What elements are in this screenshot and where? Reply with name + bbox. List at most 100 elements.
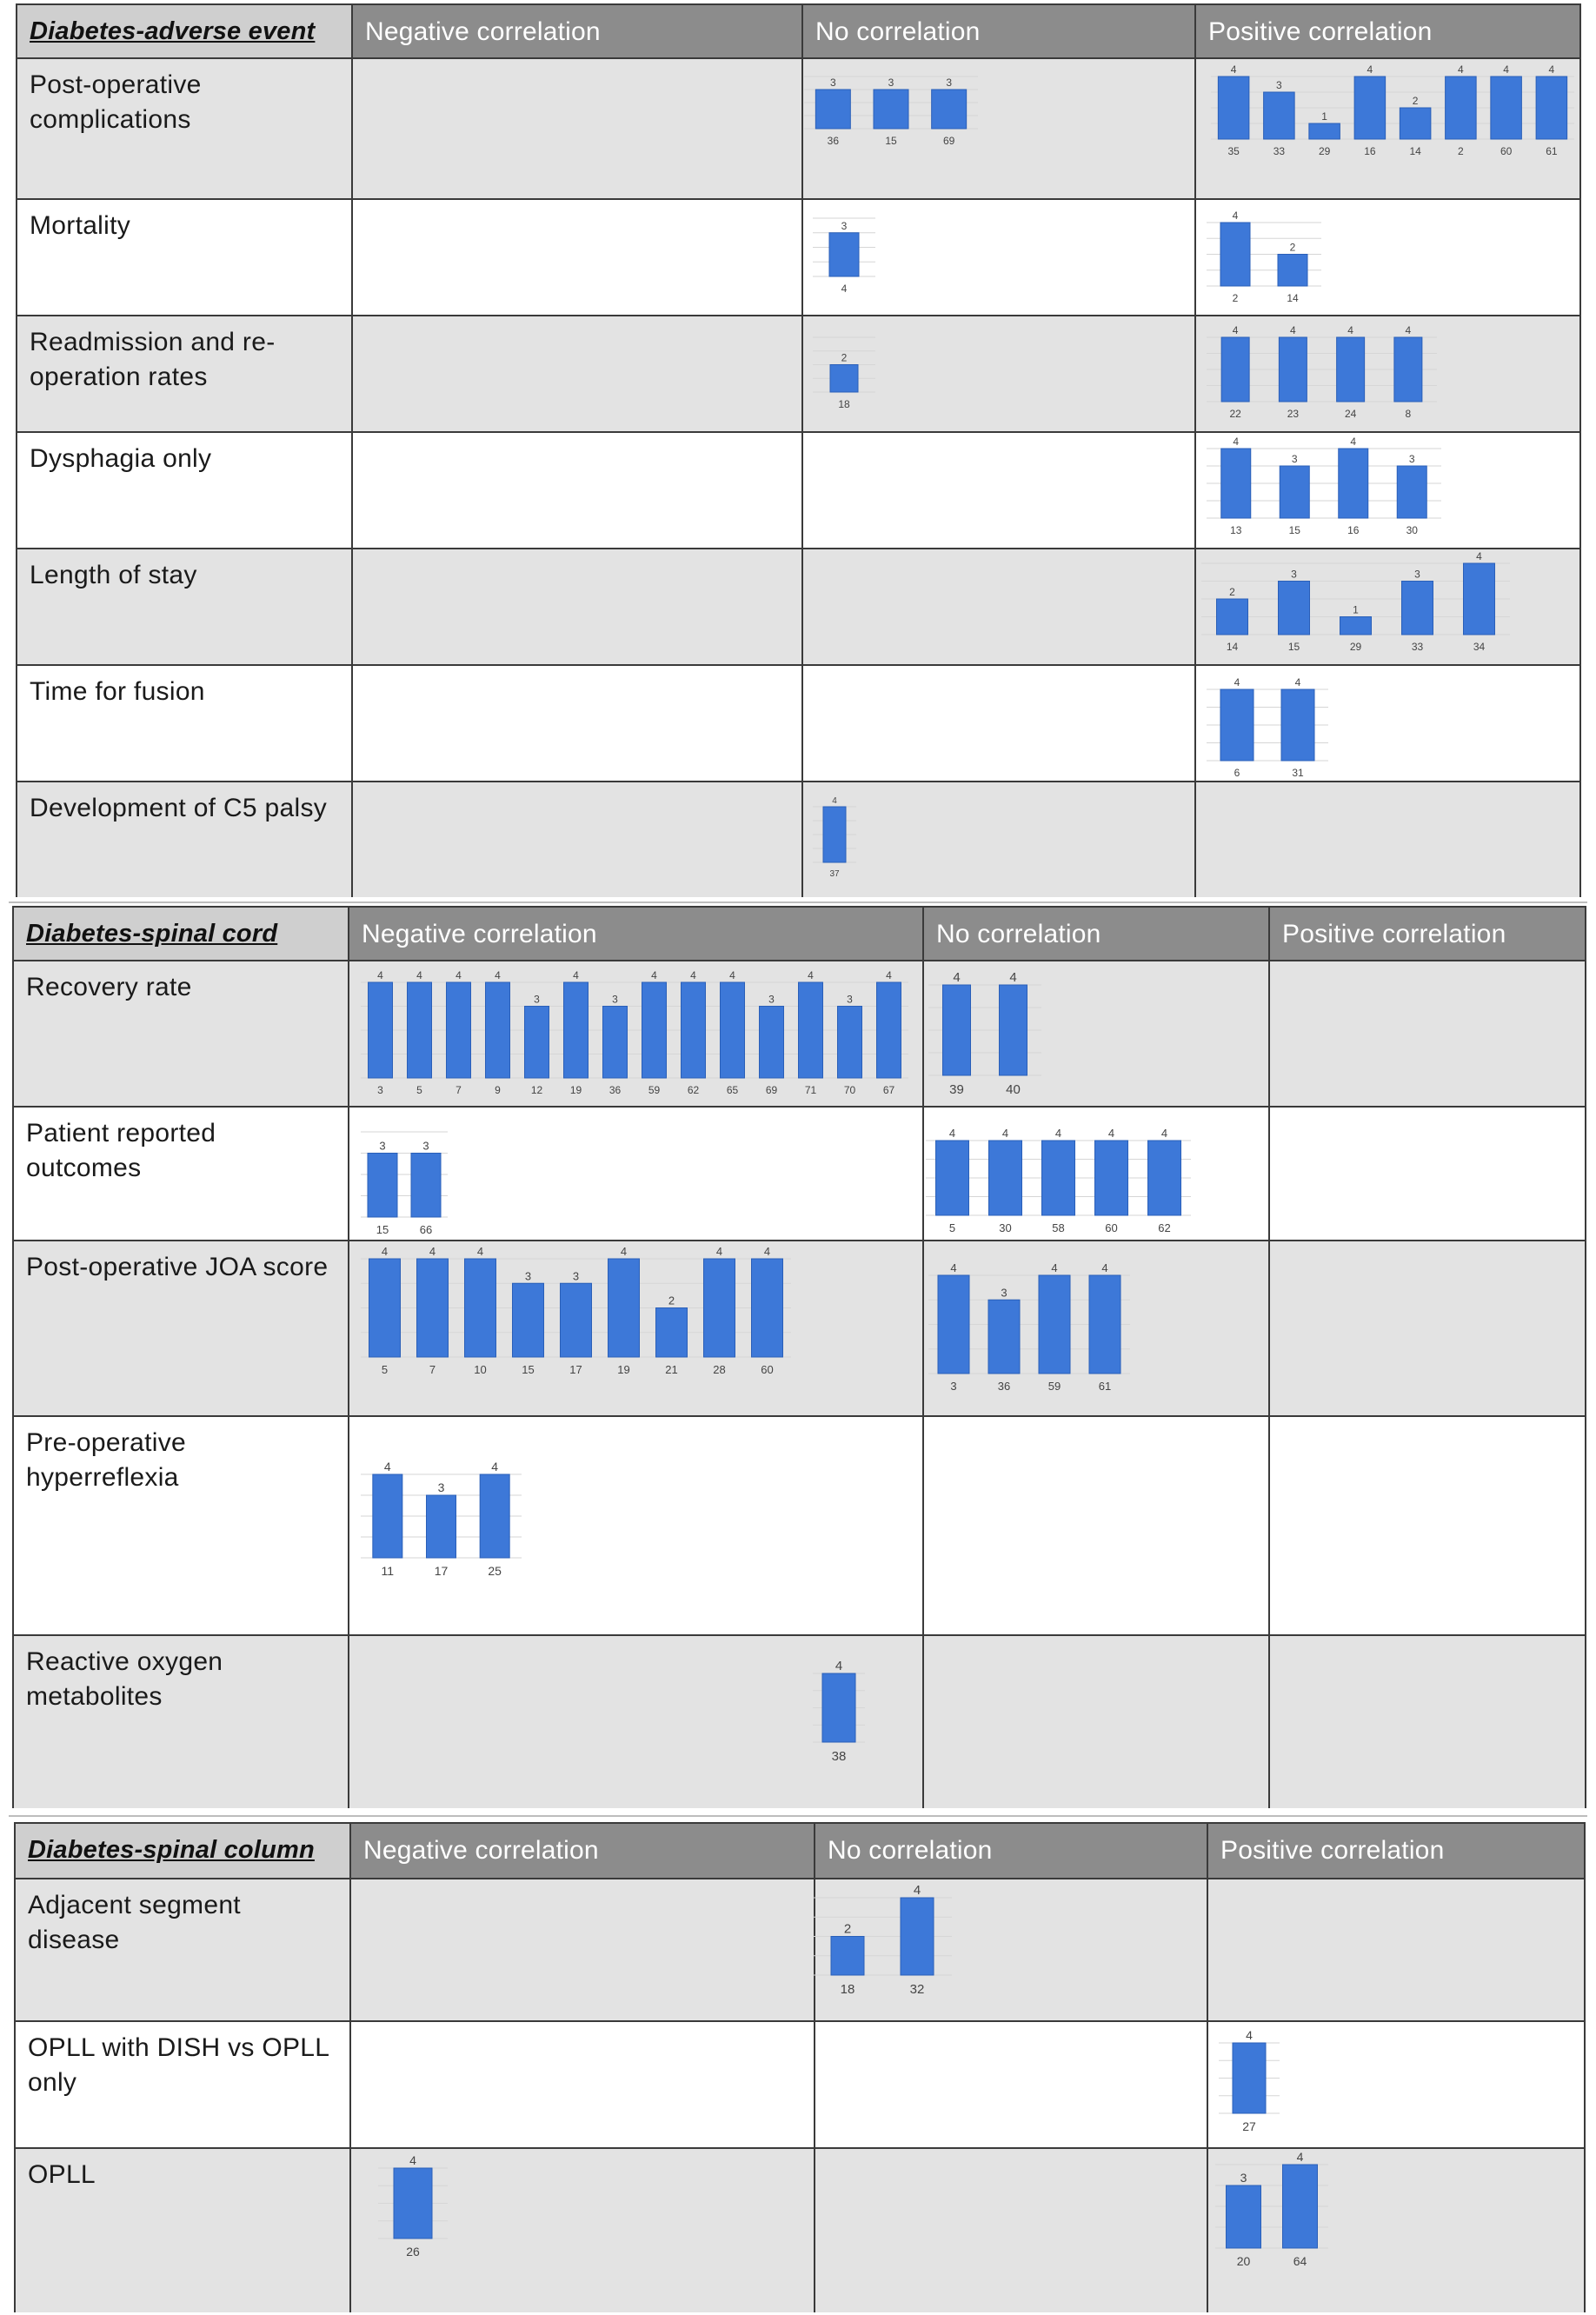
tick-label: 7 [429, 1363, 436, 1376]
chart-adjacent-segment-none: 2 18 4 32 [813, 1883, 952, 1997]
chart-recovery-rate-negative: 4 3 4 5 4 7 4 9 3 12 4 19 3 36 4 59 4 62 4 65 3 69 4 71 3 70 4 67 [361, 969, 908, 1096]
chart-c5-palsy-none: 4 37 [813, 796, 856, 879]
data-label: 4 [1231, 63, 1237, 76]
header-no-correlation: No correlation [922, 908, 1268, 960]
data-label: 4 [690, 969, 696, 981]
table-row: Pre-operative hyperreflexia [14, 1415, 1585, 1634]
data-label: 4 [1233, 210, 1239, 222]
data-label: 4 [409, 2153, 416, 2167]
bar [931, 89, 968, 130]
header-positive: Positive correlation [1268, 908, 1586, 960]
tick-label: 69 [943, 135, 955, 147]
data-label: 4 [382, 1245, 388, 1258]
tick-label: 59 [1048, 1380, 1061, 1393]
tick-label: 16 [1364, 145, 1376, 157]
data-label: 3 [1240, 2171, 1247, 2185]
bar [751, 1258, 783, 1358]
bar [815, 89, 851, 130]
data-label: 3 [438, 1480, 445, 1494]
tick-label: 62 [688, 1084, 700, 1096]
header-positive: Positive correlation [1194, 5, 1581, 57]
bar [1353, 76, 1387, 140]
data-label: 2 [841, 352, 848, 364]
tick-label: 7 [456, 1084, 462, 1096]
data-label: 3 [612, 994, 618, 1006]
tick-label: 3 [377, 1084, 383, 1096]
table-row: Readmission and re-operation rates [17, 315, 1579, 431]
tick-label: 9 [495, 1084, 501, 1096]
bar [464, 1258, 496, 1358]
tick-label: 15 [1289, 524, 1301, 536]
data-label: 4 [764, 1245, 770, 1258]
header-row: Diabetes-spinal column Negative correlat… [16, 1824, 1584, 1878]
table-spinal-cord: Diabetes-spinal cord Negative correlatio… [12, 906, 1586, 1808]
tick-label: 40 [1006, 1082, 1021, 1097]
row-label: Recovery rate [26, 973, 192, 1001]
data-label: 2 [668, 1294, 675, 1307]
bar [1263, 91, 1295, 140]
chart-patient-outcomes-none: 4 5 4 30 4 58 4 60 4 62 [926, 1127, 1191, 1234]
bar [1278, 581, 1310, 635]
bar [988, 1299, 1021, 1374]
bar [1282, 2164, 1318, 2249]
chart-postop-joa-none: 4 3 3 36 4 59 4 61 [928, 1261, 1130, 1393]
data-label: 4 [1406, 324, 1412, 336]
tick-label: 36 [998, 1380, 1010, 1393]
table-spinal-column: Diabetes-spinal column Negative correlat… [14, 1822, 1586, 2312]
tick-label: 60 [1105, 1221, 1117, 1234]
tick-label: 16 [1347, 524, 1360, 536]
bar [829, 364, 859, 393]
bar [368, 981, 393, 1079]
chart-patient-outcomes-negative: 3 15 3 66 [361, 1131, 448, 1236]
tick-label: 30 [1406, 524, 1419, 536]
data-label: 4 [491, 1460, 498, 1473]
data-label: 4 [1297, 2150, 1304, 2164]
tick-label: 71 [805, 1084, 817, 1096]
tick-label: 29 [1350, 641, 1362, 653]
row-label: Reactive oxygen metabolites [26, 1647, 223, 1711]
chart-opll-positive: 3 20 4 64 [1215, 2150, 1328, 2268]
tick-label: 61 [1546, 145, 1558, 157]
tick-label: 20 [1237, 2254, 1251, 2268]
tick-label: 2 [1233, 292, 1239, 304]
data-label: 3 [1276, 79, 1282, 91]
tick-label: 36 [828, 135, 840, 147]
tick-label: 28 [713, 1363, 725, 1376]
table-row: Reactive oxygen metabolites [14, 1634, 1585, 1808]
data-label: 4 [377, 969, 383, 981]
data-label: 4 [1503, 63, 1509, 76]
data-label: 4 [416, 969, 422, 981]
data-label: 4 [1476, 550, 1482, 562]
bar [1216, 598, 1248, 635]
bar [1340, 616, 1372, 635]
tick-label: 27 [1242, 2119, 1256, 2133]
tick-label: 21 [665, 1363, 677, 1376]
tick-label: 26 [406, 2245, 420, 2258]
tick-label: 64 [1293, 2254, 1307, 2268]
data-label: 4 [950, 1261, 956, 1274]
tick-label: 67 [883, 1084, 895, 1096]
bar [1336, 336, 1366, 402]
bar [485, 981, 510, 1079]
data-label: 4 [914, 1883, 921, 1898]
data-label: 4 [949, 1127, 955, 1140]
tick-label: 5 [382, 1363, 388, 1376]
data-label: 3 [888, 77, 894, 89]
table-row: Mortality [17, 198, 1579, 315]
data-label: 2 [1229, 586, 1235, 598]
tick-label: 32 [910, 1982, 925, 1997]
bar [369, 1258, 401, 1358]
bar [1220, 689, 1254, 762]
bar [798, 981, 823, 1079]
data-label: 3 [1409, 453, 1415, 465]
row-label: Post-operative JOA score [26, 1253, 329, 1281]
tick-label: 19 [570, 1084, 582, 1096]
data-label: 4 [808, 969, 814, 981]
data-label: 3 [422, 1140, 429, 1153]
bar [837, 1006, 862, 1079]
tick-label: 10 [474, 1363, 486, 1376]
tick-label: 70 [844, 1084, 856, 1096]
chart-readmission-positive: 4 22 4 23 4 24 4 8 [1207, 324, 1437, 420]
